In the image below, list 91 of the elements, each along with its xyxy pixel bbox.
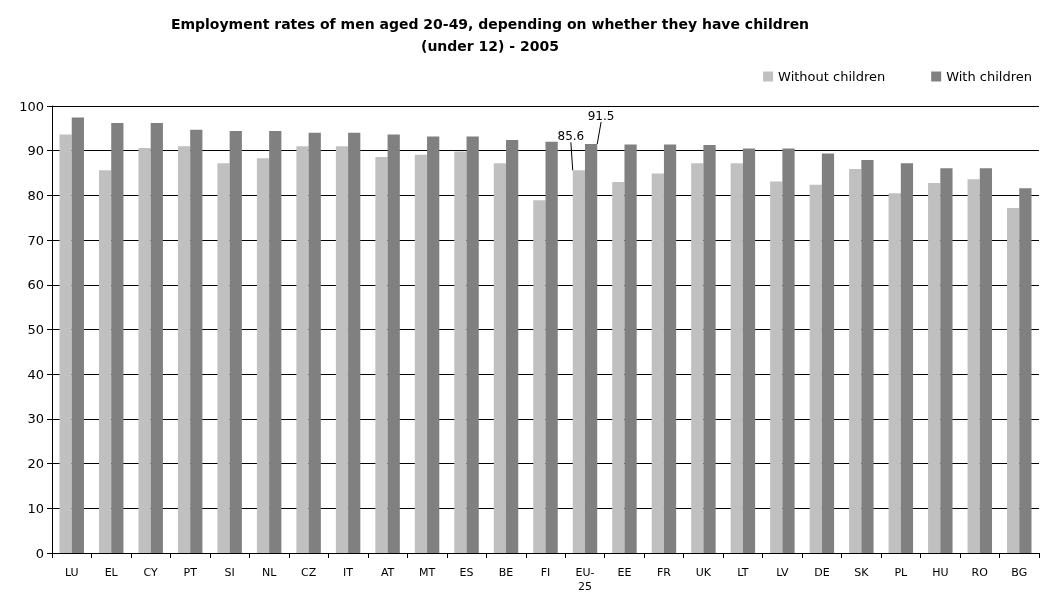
bar [229, 131, 242, 553]
bar [177, 146, 191, 553]
bar [454, 151, 467, 553]
y-tick-label: 80 [27, 187, 44, 203]
bar [584, 144, 598, 553]
bar [190, 129, 203, 553]
y-tick-label: 70 [27, 232, 44, 248]
bar [414, 154, 428, 553]
y-tick-label: 10 [27, 500, 44, 516]
bar [466, 136, 479, 553]
x-tick-label: FI [540, 565, 551, 579]
bar [506, 139, 519, 553]
legend-label: With children [946, 69, 1032, 84]
bar [940, 168, 953, 553]
bar [849, 169, 862, 553]
bar [256, 158, 270, 553]
bar [375, 156, 388, 553]
bar [150, 122, 163, 553]
bar [663, 144, 677, 553]
x-tick-label: ES [459, 565, 474, 579]
x-tick-label: SI [224, 565, 235, 579]
data-label: 85.6 [557, 129, 585, 144]
y-tick-label: 90 [27, 143, 44, 159]
x-tick-label: NL [261, 565, 278, 579]
x-tick-label: EE [617, 565, 632, 579]
y-tick-label: 40 [27, 366, 44, 382]
bar [308, 132, 321, 553]
bar [691, 163, 704, 553]
x-tick-label: LU [64, 565, 79, 579]
bar [59, 134, 72, 553]
x-tick-label: DE [814, 565, 830, 579]
bar [861, 160, 874, 553]
bar [217, 163, 230, 553]
bar [1007, 207, 1020, 553]
y-tick-label: 20 [27, 456, 44, 472]
bar [533, 200, 546, 553]
bar [427, 136, 440, 553]
x-tick-label: CZ [301, 565, 317, 579]
bar [111, 122, 124, 553]
bar [98, 170, 112, 553]
bar [888, 193, 901, 553]
x-tick-label: IT [343, 565, 354, 579]
bar [979, 168, 993, 553]
bar [269, 131, 282, 553]
bar [545, 141, 558, 553]
x-tick-label: HU [932, 565, 949, 579]
y-tick-label: 0 [35, 545, 44, 561]
x-tick-label: BG [1011, 565, 1028, 579]
bar [770, 181, 783, 553]
x-tick-label: UK [695, 565, 712, 579]
bar [651, 173, 664, 553]
bar [572, 170, 585, 553]
bar [387, 134, 400, 553]
x-tick-label: LT [737, 565, 749, 579]
bar [742, 148, 756, 553]
bar [624, 144, 637, 553]
bar [493, 163, 507, 553]
bar [335, 146, 349, 553]
y-tick-label: 30 [27, 411, 44, 427]
y-tick-label: 50 [27, 322, 44, 337]
x-tick-label: EU-25 [575, 565, 595, 593]
bar [1019, 188, 1032, 553]
x-tick-label: RO [971, 565, 989, 579]
x-tick-label: PT [183, 565, 198, 579]
x-tick-label: MT [418, 565, 436, 579]
bar [612, 181, 625, 553]
bar [900, 163, 914, 553]
x-tick-label: PL [894, 565, 909, 579]
bar [138, 148, 151, 553]
x-tick-label: CY [143, 565, 159, 579]
chart-title: Employment rates of men aged 20-49, depending on whether they have children (under 12) - 2005 [169, 15, 811, 56]
x-tick-label: BE [498, 565, 514, 579]
bar [928, 182, 941, 553]
y-tick-label: 100 [19, 98, 44, 114]
y-tick-label: 60 [27, 277, 44, 293]
legend-label: Without children [778, 69, 886, 84]
bar [782, 148, 795, 553]
bar [296, 146, 309, 553]
bar [348, 132, 361, 553]
x-tick-label: AT [380, 565, 395, 579]
bar [821, 153, 835, 553]
bar [809, 184, 822, 553]
x-tick-label: EL [104, 565, 119, 579]
data-label: 91.5 [587, 109, 615, 123]
bar [730, 163, 743, 553]
x-tick-label: SK [854, 565, 870, 579]
x-tick-label: FR [656, 565, 672, 579]
bar [71, 117, 84, 553]
bar [967, 179, 980, 553]
x-tick-label: LV [776, 565, 790, 579]
bar [703, 144, 716, 553]
